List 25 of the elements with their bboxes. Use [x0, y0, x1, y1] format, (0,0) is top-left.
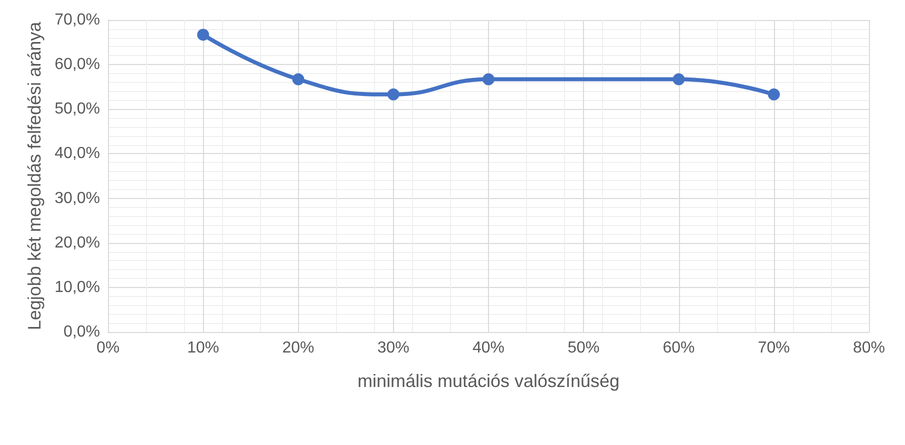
- x-tick-label: 60%: [662, 340, 695, 356]
- y-tick-label: 50,0%: [54, 100, 100, 118]
- x-tick-label: 0%: [96, 340, 120, 356]
- point: [197, 28, 210, 41]
- x-tick-label: 40%: [472, 340, 505, 356]
- x-tick-label: 20%: [282, 340, 314, 356]
- x-tick-label: 70%: [758, 340, 790, 356]
- y-tick-label: 10,0%: [54, 278, 100, 296]
- y-tick-label: 20,0%: [54, 234, 100, 252]
- point: [387, 88, 400, 100]
- y-axis-title: Legjobb két megoldás felfedési aránya: [24, 20, 45, 330]
- point: [292, 73, 304, 86]
- x-tick-label: 30%: [377, 340, 410, 356]
- x-tick-label: 10%: [187, 340, 220, 356]
- y-tick-label: 40,0%: [54, 145, 100, 162]
- y-tick-label: 70,0%: [54, 12, 100, 28]
- y-tick-label: 60,0%: [54, 56, 100, 74]
- point: [482, 73, 494, 86]
- x-tick-label: 80%: [852, 340, 886, 356]
- x-axis-title: minimális mutációs valószínűség: [357, 371, 620, 391]
- point: [768, 88, 780, 100]
- x-tick-label: 50%: [568, 340, 600, 356]
- y-tick-label: 30,0%: [54, 190, 100, 207]
- point: [672, 73, 685, 86]
- y-tick-label: 0,0%: [64, 324, 100, 340]
